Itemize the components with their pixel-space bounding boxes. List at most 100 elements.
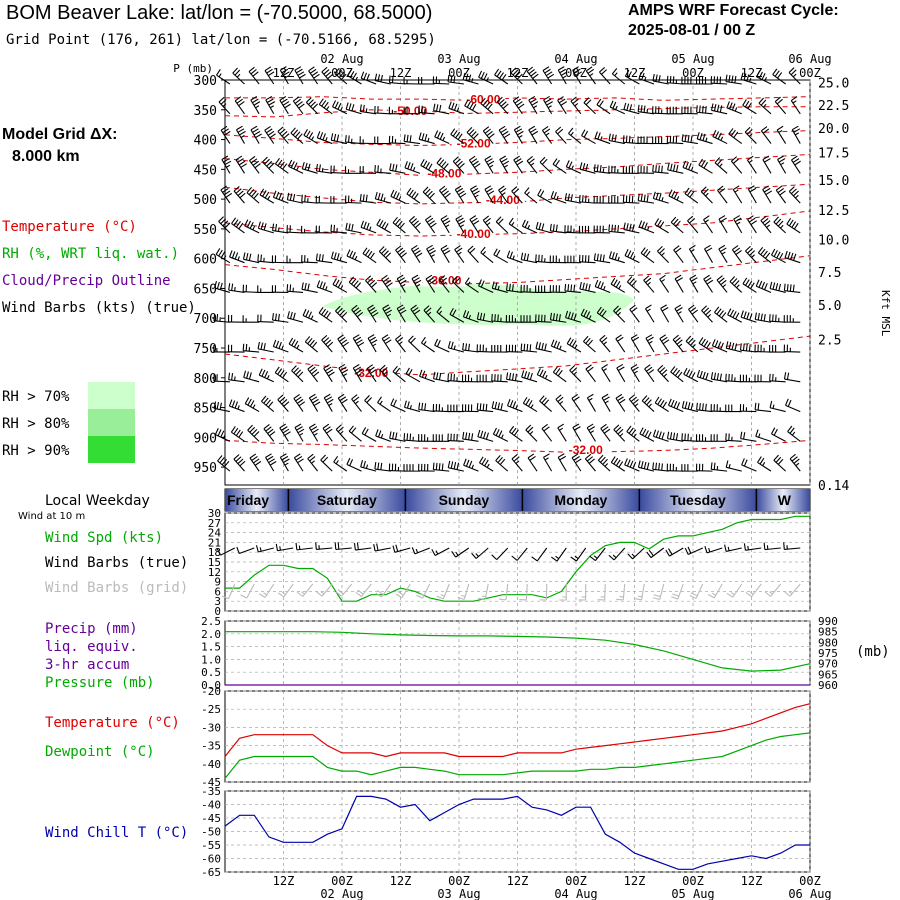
wind-barb <box>235 125 246 144</box>
wind-barb <box>392 365 406 383</box>
time-tick-label: 00Z <box>682 66 704 80</box>
wind-barb <box>425 274 436 293</box>
wind-barb <box>359 193 377 204</box>
wind-barb <box>506 399 523 413</box>
altitude-tick-label: 7.5 <box>818 266 841 281</box>
wind-barb <box>526 156 538 174</box>
wind-barb <box>261 395 275 412</box>
wind-barb <box>685 335 699 353</box>
wind-barb <box>536 368 552 383</box>
wind-barb <box>463 458 479 472</box>
wind-barb <box>557 66 568 85</box>
wind-barb <box>271 285 289 294</box>
wind-barb-true <box>665 547 684 557</box>
wind-barb <box>404 161 421 174</box>
wind-barb-grid <box>652 583 665 601</box>
wind-barb <box>579 282 596 293</box>
wind-barb <box>345 135 362 145</box>
wind-barb <box>436 157 450 174</box>
wind-barb <box>263 423 276 442</box>
altitude-tick-label: 12.5 <box>818 204 849 219</box>
pressure-tick-label: 980 <box>818 636 838 649</box>
altitude-tick-label: 20.0 <box>818 122 849 137</box>
wind-barb <box>374 73 391 85</box>
wind-barb <box>302 308 318 323</box>
wind-barb <box>262 156 275 174</box>
wind-barb <box>637 193 655 204</box>
wind-barb-grid <box>395 583 411 599</box>
wind-barb <box>213 344 230 353</box>
wind-barb <box>466 126 479 144</box>
wind-barb <box>379 364 392 383</box>
wind-barb <box>741 458 757 472</box>
wind-barb <box>762 185 773 204</box>
wind-barb <box>229 250 245 264</box>
wind-barb <box>247 424 260 442</box>
wind-barb <box>657 364 670 383</box>
y-tick-label: 0.5 <box>201 666 221 679</box>
y-tick-label: 15 <box>208 556 221 569</box>
wind-barb <box>498 125 511 144</box>
wind-barb <box>403 433 421 442</box>
wind-barb <box>403 134 421 145</box>
wind-barb <box>775 185 787 204</box>
wind-barb <box>596 98 611 115</box>
wind-barb <box>390 189 406 204</box>
wind-barb <box>732 185 743 204</box>
precip-legend-item: Precip (mm) <box>45 621 138 637</box>
wind-barb <box>622 166 640 174</box>
wind-barb-true <box>763 542 781 551</box>
wind-barb <box>499 155 510 174</box>
y-tick-label: -35 <box>201 785 221 798</box>
wind-barb <box>447 373 464 383</box>
wind-barb <box>770 248 786 264</box>
wind-barb <box>760 126 772 144</box>
wind-barb <box>757 456 772 472</box>
y-tick-label: -20 <box>201 685 221 698</box>
wind-barb <box>478 279 494 293</box>
weekday-cell <box>288 489 406 511</box>
wind-barb <box>758 97 772 115</box>
wind-barb <box>740 72 757 85</box>
wind-barb <box>214 281 231 293</box>
wind-barb-true <box>216 547 235 556</box>
wind-barb <box>521 219 538 234</box>
wind-barb <box>378 246 392 264</box>
wind-barb <box>506 372 523 383</box>
wind-barb <box>785 398 801 413</box>
wind-barb <box>555 126 567 144</box>
wind-barb <box>512 96 525 115</box>
wind-barb <box>274 366 289 383</box>
wind-barb <box>552 366 567 383</box>
wind-barb <box>725 460 742 472</box>
wind-barb <box>755 429 772 442</box>
weekday-cell <box>405 489 523 511</box>
y-tick-label: -35 <box>201 740 221 753</box>
wind-barb <box>388 106 406 115</box>
wind-barb <box>742 99 757 115</box>
wind-barb <box>543 95 553 115</box>
wind-barb <box>581 129 596 145</box>
wind-barb <box>246 187 260 204</box>
wind-legend-item: Wind Barbs (true) <box>45 555 188 571</box>
wind-barb <box>747 185 757 204</box>
forecast-cycle-label: AMPS WRF Forecast Cycle: <box>628 2 839 19</box>
wind-barb <box>578 194 596 204</box>
wind-barb <box>374 165 391 174</box>
wind-barb <box>609 100 625 115</box>
wind-barb <box>710 76 728 85</box>
pressure-tick-label: 975 <box>818 647 838 660</box>
wind-barb <box>434 130 450 145</box>
wind-barb <box>476 403 494 413</box>
wind-barb <box>464 99 479 115</box>
wind-barb <box>476 374 494 383</box>
wind-barb <box>600 423 611 442</box>
wind-barb <box>307 364 320 383</box>
dewpoint-line <box>224 732 811 779</box>
wind-barb <box>316 131 333 145</box>
wind-barb <box>279 453 290 472</box>
bottom-date-tick-label: 02 Aug <box>320 887 363 900</box>
wind-barb <box>710 434 728 442</box>
wind-barb <box>670 216 684 234</box>
pressure-tick-label: 450 <box>194 163 217 178</box>
